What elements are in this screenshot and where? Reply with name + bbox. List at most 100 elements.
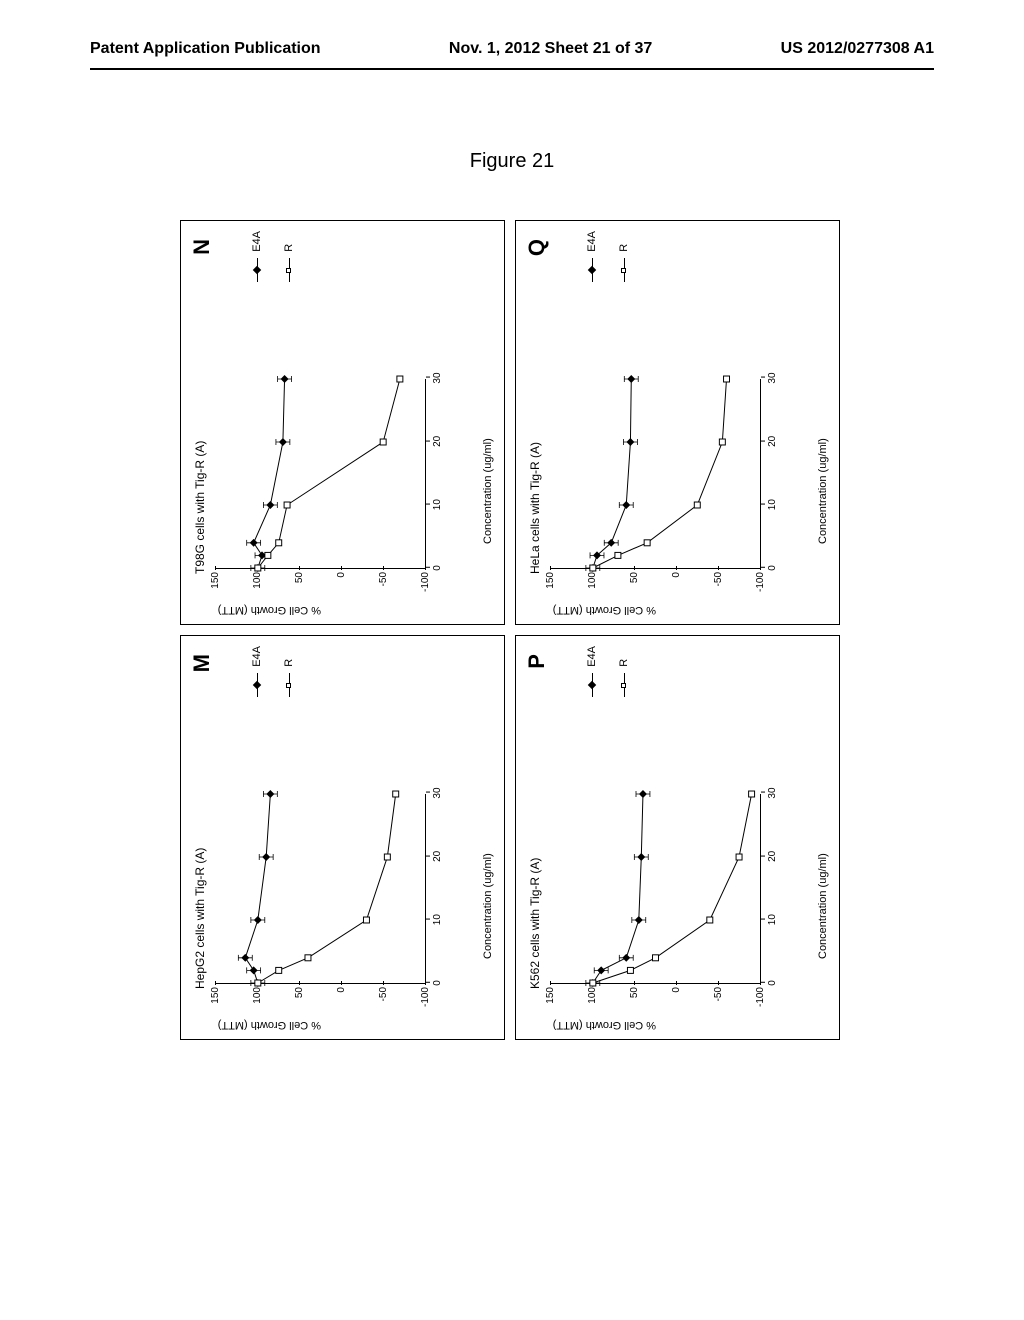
charts-container: MHepG2 cells with Tig-R (A)% Cell Growth… — [180, 0, 840, 220]
y-tick: 50 — [294, 987, 305, 1013]
x-axis-label: Concentration (ug/ml) — [482, 438, 494, 544]
legend-item: E4A — [586, 646, 598, 697]
x-tick: 20 — [767, 851, 778, 862]
marker-square-icon — [384, 854, 390, 860]
y-axis-label: % Cell Growth (MTT) — [218, 604, 321, 616]
x-axis-label: Concentration (ug/ml) — [482, 853, 494, 959]
y-axis-label: % Cell Growth (MTT) — [553, 604, 656, 616]
marker-square-icon — [749, 791, 755, 797]
marker-square-icon — [255, 565, 261, 571]
marker-square-icon — [627, 967, 633, 973]
legend-item: R — [618, 646, 630, 697]
legend-line-icon — [289, 673, 290, 697]
legend-label: R — [283, 244, 295, 252]
diamond-icon — [587, 266, 595, 274]
chart-title: HepG2 cells with Tig-R (A) — [193, 848, 207, 989]
x-tick: 20 — [432, 851, 443, 862]
series-line — [593, 794, 643, 983]
square-icon — [621, 683, 626, 688]
marker-square-icon — [363, 917, 369, 923]
marker-square-icon — [694, 502, 700, 508]
y-tick: 100 — [587, 987, 598, 1013]
y-tick: -50 — [378, 572, 389, 598]
legend-line-icon — [624, 673, 625, 697]
marker-square-icon — [380, 439, 386, 445]
y-tick: 100 — [252, 987, 263, 1013]
data-svg — [551, 794, 760, 983]
legend-line-icon — [257, 673, 258, 697]
legend-label: E4A — [251, 646, 263, 667]
x-tick: 10 — [432, 914, 443, 925]
marker-square-icon — [707, 917, 713, 923]
panel-label: Q — [524, 239, 550, 256]
square-icon — [286, 683, 291, 688]
legend-item: R — [283, 231, 295, 282]
chart-panel-Q: Q HeLa cells with Tig-R (A) % Cell Growth … — [515, 220, 840, 625]
marker-square-icon — [590, 565, 596, 571]
legend-item: E4A — [251, 646, 263, 697]
x-tick: 30 — [432, 372, 443, 383]
marker-square-icon — [724, 376, 730, 382]
marker-square-icon — [265, 552, 271, 558]
marker-square-icon — [276, 540, 282, 546]
y-axis-label: % Cell Growth (MTT) — [218, 1019, 321, 1031]
x-tick: 0 — [767, 565, 778, 571]
y-tick: 0 — [671, 987, 682, 1013]
legend-item: R — [618, 231, 630, 282]
legend-item: E4A — [586, 231, 598, 282]
y-tick: 100 — [587, 572, 598, 598]
series-line — [593, 379, 631, 568]
chart-title: T98G cells with Tig-R (A) — [193, 441, 207, 574]
y-tick: -50 — [713, 572, 724, 598]
legend-label: E4A — [251, 231, 263, 252]
panel-label: N — [189, 239, 215, 255]
y-tick: 150 — [545, 987, 556, 1013]
data-svg — [216, 794, 425, 983]
diamond-icon — [252, 266, 260, 274]
legend-label: E4A — [586, 231, 598, 252]
legend: E4A R — [586, 231, 650, 282]
y-tick: 150 — [210, 572, 221, 598]
legend-item: R — [283, 646, 295, 697]
y-tick: -100 — [755, 987, 766, 1013]
x-tick: 30 — [432, 787, 443, 798]
panel-label: P — [524, 654, 550, 669]
x-tick: 10 — [767, 499, 778, 510]
x-tick: 10 — [432, 499, 443, 510]
marker-square-icon — [615, 552, 621, 558]
plot-area: -100-500501001500102030 — [551, 379, 761, 569]
y-tick: 150 — [545, 572, 556, 598]
x-tick: 20 — [767, 436, 778, 447]
chart-title: HeLa cells with Tig-R (A) — [528, 442, 542, 574]
legend-line-icon — [289, 258, 290, 282]
series-line — [593, 794, 752, 983]
marker-square-icon — [393, 791, 399, 797]
y-tick: 0 — [671, 572, 682, 598]
legend: E4A R — [251, 231, 315, 282]
marker-square-icon — [305, 955, 311, 961]
y-tick: 0 — [336, 572, 347, 598]
legend-label: R — [618, 244, 630, 252]
legend-label: R — [618, 659, 630, 667]
x-axis-label: Concentration (ug/ml) — [817, 853, 829, 959]
legend: E4A R — [251, 646, 315, 697]
plot-area: -100-500501001500102030 — [551, 794, 761, 984]
legend-item: E4A — [251, 231, 263, 282]
plot-area: -100-500501001500102030 — [216, 379, 426, 569]
diamond-icon — [587, 681, 595, 689]
x-axis-label: Concentration (ug/ml) — [817, 438, 829, 544]
square-icon — [621, 268, 626, 273]
y-tick: 150 — [210, 987, 221, 1013]
y-tick: 100 — [252, 572, 263, 598]
x-tick: 20 — [432, 436, 443, 447]
legend-label: E4A — [586, 646, 598, 667]
square-icon — [286, 268, 291, 273]
y-tick: 50 — [629, 572, 640, 598]
marker-square-icon — [719, 439, 725, 445]
data-svg — [551, 379, 760, 568]
legend-line-icon — [624, 258, 625, 282]
plot-area: -100-500501001500102030 — [216, 794, 426, 984]
series-line — [258, 794, 396, 983]
y-tick: -50 — [713, 987, 724, 1013]
x-tick: 30 — [767, 372, 778, 383]
